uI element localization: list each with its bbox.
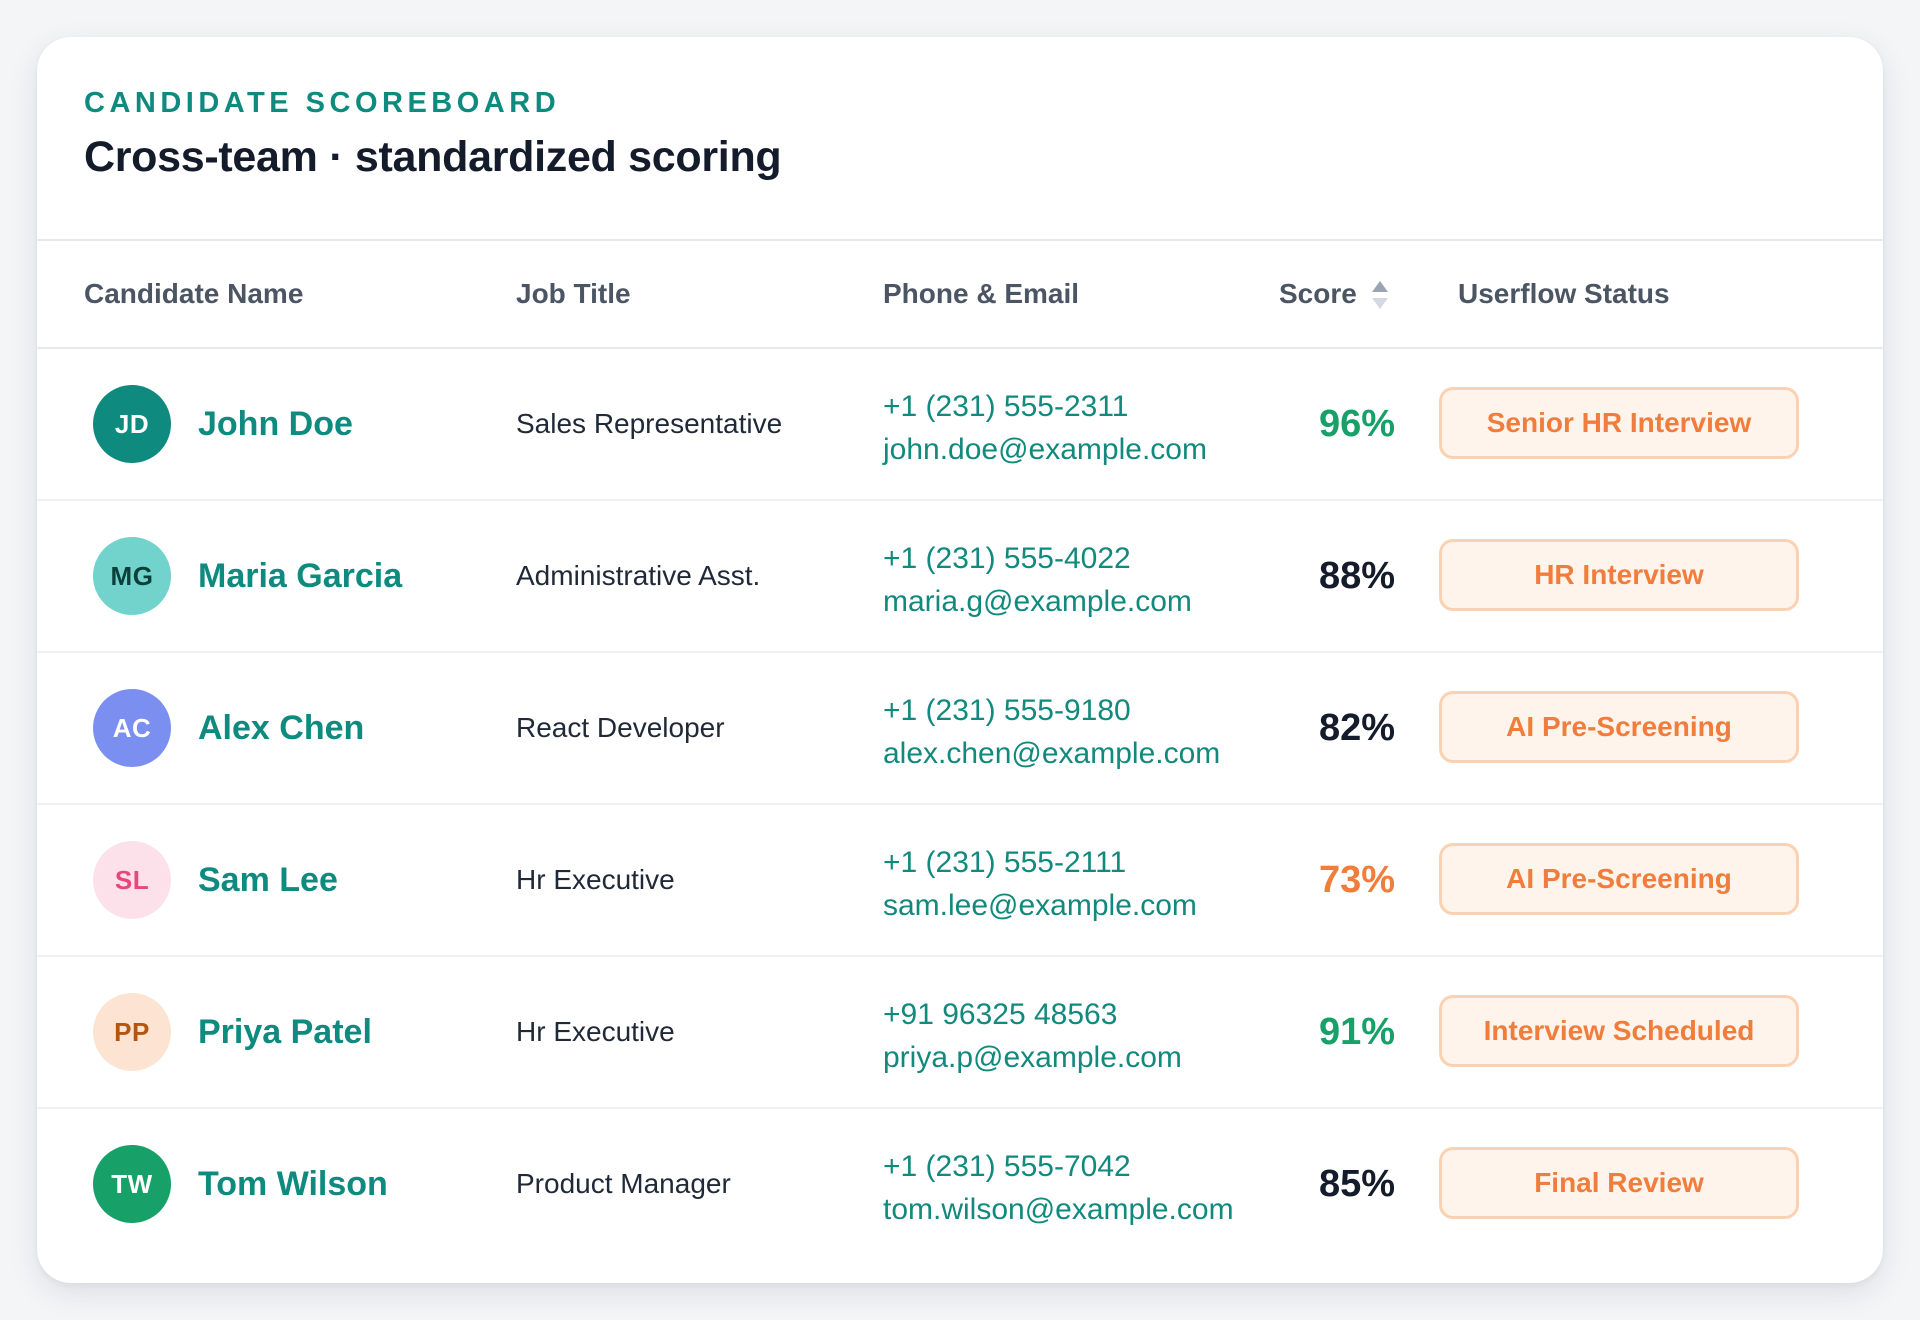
- job-title: Administrative Asst.: [516, 560, 761, 591]
- score-value: 82%: [1318, 707, 1396, 749]
- column-header-userflow-status[interactable]: Userflow Status: [1458, 278, 1670, 309]
- status-badge[interactable]: AI Pre-Screening: [1439, 843, 1799, 915]
- table-row[interactable]: SL Sam Lee Hr Executive +1 (231) 555-211…: [37, 805, 1883, 957]
- status-badge[interactable]: Final Review: [1439, 1147, 1799, 1219]
- candidate-name-link[interactable]: Tom Wilson: [198, 1165, 388, 1203]
- email-link[interactable]: priya.p@example.com: [883, 1041, 1182, 1074]
- contact-info: +91 96325 48563 priya.p@example.com: [883, 993, 1182, 1079]
- status-badge[interactable]: HR Interview: [1439, 539, 1799, 611]
- avatar: JD: [93, 385, 171, 463]
- status-badge[interactable]: Senior HR Interview: [1439, 387, 1799, 459]
- job-title: Hr Executive: [516, 1016, 675, 1047]
- table-row[interactable]: AC Alex Chen React Developer +1 (231) 55…: [37, 653, 1883, 805]
- candidate-name-link[interactable]: Priya Patel: [198, 1013, 372, 1051]
- table-header: Candidate Name Job Title Phone & Email S…: [37, 241, 1883, 349]
- email-link[interactable]: alex.chen@example.com: [883, 737, 1221, 770]
- avatar-initials: PP: [114, 1016, 150, 1047]
- column-header-phone-email[interactable]: Phone & Email: [883, 278, 1080, 309]
- candidate-name-link[interactable]: Maria Garcia: [198, 557, 403, 595]
- table-row[interactable]: PP Priya Patel Hr Executive +91 96325 48…: [37, 957, 1883, 1109]
- candidate-name-link[interactable]: Sam Lee: [198, 861, 338, 899]
- table-row[interactable]: JD John Doe Sales Representative +1 (231…: [37, 349, 1883, 501]
- sort-icon[interactable]: [1370, 278, 1390, 312]
- score-value: 88%: [1318, 555, 1396, 597]
- job-title: React Developer: [516, 712, 725, 743]
- candidate-name-link[interactable]: John Doe: [198, 405, 353, 443]
- score-value: 96%: [1318, 403, 1396, 445]
- score-value: 91%: [1318, 1011, 1396, 1053]
- scoreboard-card: CANDIDATE SCOREBOARD Cross-team · standa…: [37, 37, 1883, 1283]
- column-header-candidate-name[interactable]: Candidate Name: [84, 278, 304, 309]
- contact-info: +1 (231) 555-7042 tom.wilson@example.com: [883, 1145, 1234, 1231]
- avatar: AC: [93, 689, 171, 767]
- phone-link[interactable]: +1 (231) 555-9180: [883, 694, 1131, 727]
- job-title: Product Manager: [516, 1168, 731, 1199]
- avatar: PP: [93, 993, 171, 1071]
- email-link[interactable]: sam.lee@example.com: [883, 889, 1197, 922]
- contact-info: +1 (231) 555-2111 sam.lee@example.com: [883, 841, 1197, 927]
- avatar: SL: [93, 841, 171, 919]
- column-header-score[interactable]: Score: [1279, 278, 1357, 309]
- phone-link[interactable]: +1 (231) 555-4022: [883, 542, 1131, 575]
- candidate-name-link[interactable]: Alex Chen: [198, 709, 365, 747]
- table-row[interactable]: TW Tom Wilson Product Manager +1 (231) 5…: [37, 1109, 1883, 1259]
- phone-link[interactable]: +1 (231) 555-2111: [883, 846, 1127, 879]
- contact-info: +1 (231) 555-4022 maria.g@example.com: [883, 537, 1192, 623]
- eyebrow-label: CANDIDATE SCOREBOARD: [84, 87, 561, 119]
- score-value: 85%: [1318, 1163, 1396, 1205]
- avatar-initials: MG: [110, 560, 154, 591]
- card-header: CANDIDATE SCOREBOARD Cross-team · standa…: [37, 37, 1883, 241]
- contact-info: +1 (231) 555-2311 john.doe@example.com: [883, 385, 1207, 471]
- phone-link[interactable]: +1 (231) 555-2311: [883, 390, 1129, 423]
- email-link[interactable]: john.doe@example.com: [883, 433, 1207, 466]
- contact-info: +1 (231) 555-9180 alex.chen@example.com: [883, 689, 1220, 775]
- page-title: Cross-team · standardized scoring: [84, 133, 782, 181]
- table-row[interactable]: MG Maria Garcia Administrative Asst. +1 …: [37, 501, 1883, 653]
- avatar: MG: [93, 537, 171, 615]
- job-title: Sales Representative: [516, 408, 783, 439]
- job-title: Hr Executive: [516, 864, 675, 895]
- avatar: TW: [93, 1145, 171, 1223]
- status-badge[interactable]: AI Pre-Screening: [1439, 691, 1799, 763]
- phone-link[interactable]: +1 (231) 555-7042: [883, 1150, 1131, 1183]
- score-value: 73%: [1318, 859, 1396, 901]
- email-link[interactable]: tom.wilson@example.com: [883, 1193, 1234, 1226]
- column-header-job-title[interactable]: Job Title: [516, 278, 631, 309]
- email-link[interactable]: maria.g@example.com: [883, 585, 1192, 618]
- avatar-initials: TW: [111, 1168, 153, 1199]
- status-badge[interactable]: Interview Scheduled: [1439, 995, 1799, 1067]
- avatar-initials: SL: [114, 864, 150, 895]
- avatar-initials: AC: [112, 712, 152, 743]
- avatar-initials: JD: [114, 408, 150, 439]
- phone-link[interactable]: +91 96325 48563: [883, 998, 1118, 1031]
